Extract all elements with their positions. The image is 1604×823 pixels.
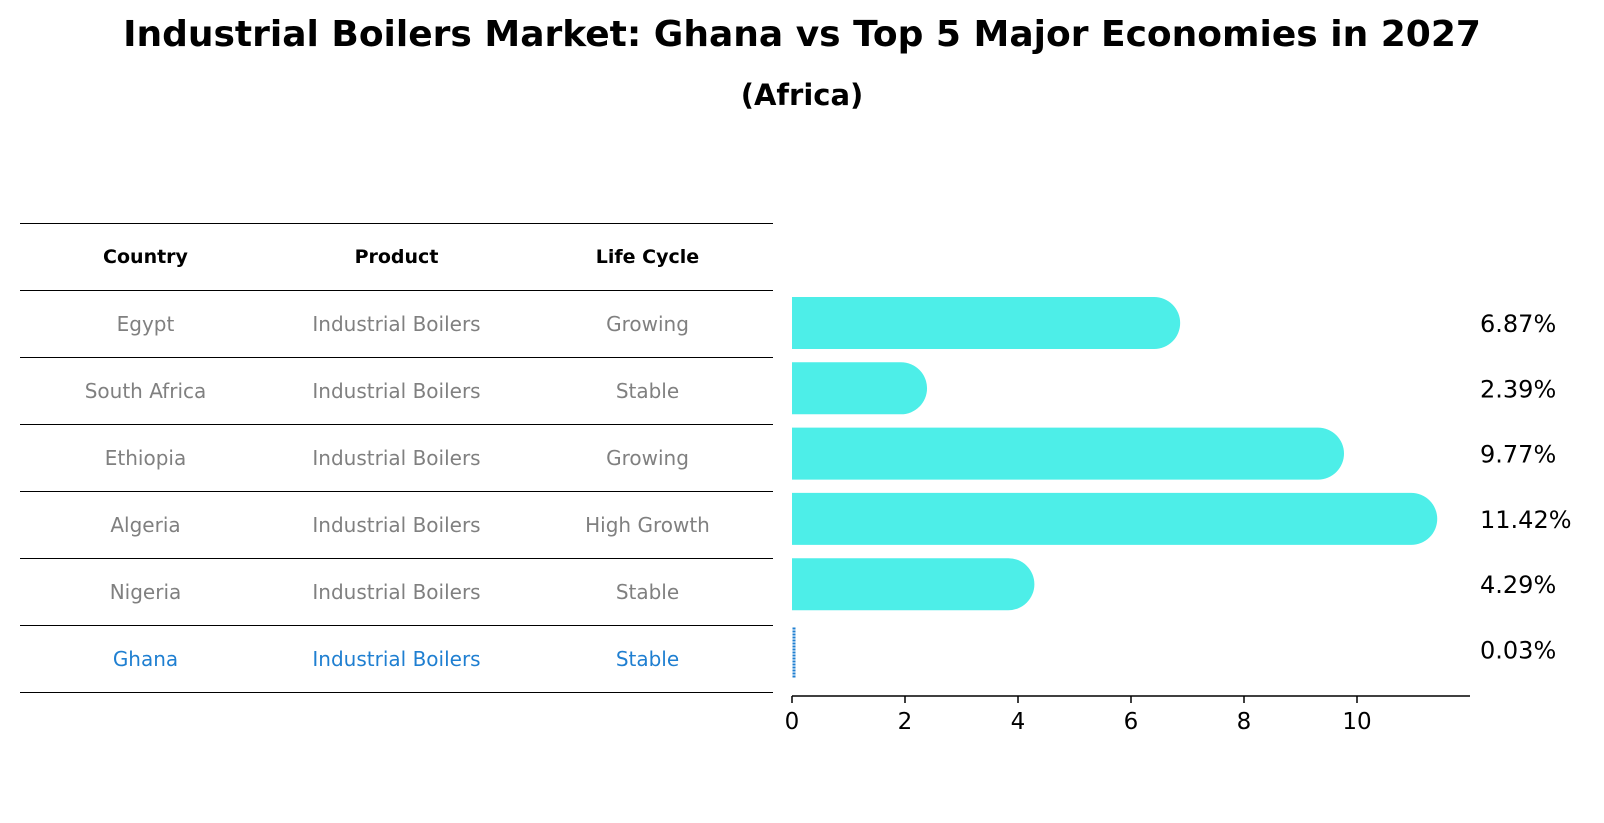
cell-country: South Africa xyxy=(84,379,207,403)
bar xyxy=(792,492,1438,545)
cell-product: Industrial Boilers xyxy=(312,312,481,336)
bar xyxy=(792,297,1181,349)
cell-product: Industrial Boilers xyxy=(312,446,481,470)
table-row: Algeria Industrial Boilers High Growth xyxy=(20,491,773,558)
cell-product: Industrial Boilers xyxy=(312,513,481,537)
cell-life-cycle: Stable xyxy=(615,580,680,604)
x-tick-label: 0 xyxy=(785,709,800,735)
value-label: 6.87% xyxy=(1480,310,1556,338)
table-row: Ethiopia Industrial Boilers Growing xyxy=(20,424,773,491)
table-header-row: Country Product Life Cycle xyxy=(20,223,773,290)
cell-country: Ghana xyxy=(112,647,179,671)
cell-country: Algeria xyxy=(110,513,181,537)
cell-country: Ethiopia xyxy=(104,446,187,470)
table-row: Nigeria Industrial Boilers Stable xyxy=(20,558,773,625)
value-label: 2.39% xyxy=(1480,375,1556,403)
table-row: South Africa Industrial Boilers Stable xyxy=(20,357,773,424)
table-row-highlighted: Ghana Industrial Boilers Stable xyxy=(20,625,773,693)
data-table: Country Product Life Cycle Egypt Industr… xyxy=(20,223,773,693)
header-product: Product xyxy=(354,246,439,268)
cell-life-cycle: Growing xyxy=(606,312,689,336)
x-tick-label: 4 xyxy=(1011,709,1026,735)
cell-life-cycle: High Growth xyxy=(585,513,710,537)
header-country: Country xyxy=(103,246,188,268)
value-label: 4.29% xyxy=(1480,571,1556,599)
cell-life-cycle: Growing xyxy=(606,446,689,470)
cell-life-cycle: Stable xyxy=(615,647,680,671)
cell-product: Industrial Boilers xyxy=(312,580,481,604)
x-tick-label: 6 xyxy=(1124,709,1139,735)
cell-life-cycle: Stable xyxy=(615,379,680,403)
x-tick-label: 10 xyxy=(1342,709,1371,735)
bar xyxy=(792,362,928,415)
x-tick-label: 2 xyxy=(898,709,913,735)
table-row: Egypt Industrial Boilers Growing xyxy=(20,290,773,357)
value-label: 0.03% xyxy=(1480,637,1556,665)
cell-product: Industrial Boilers xyxy=(312,647,481,671)
bar xyxy=(792,427,1345,480)
cell-country: Egypt xyxy=(116,312,175,336)
chart-subtitle: (Africa) xyxy=(740,78,864,112)
header-life-cycle: Life Cycle xyxy=(595,246,700,268)
value-label: 9.77% xyxy=(1480,441,1556,469)
x-tick-label: 8 xyxy=(1237,709,1252,735)
cell-product: Industrial Boilers xyxy=(312,379,481,403)
value-label: 11.42% xyxy=(1480,506,1572,534)
bar xyxy=(792,558,1035,611)
chart-title: Industrial Boilers Market: Ghana vs Top … xyxy=(123,14,1481,55)
cell-country: Nigeria xyxy=(109,580,182,604)
